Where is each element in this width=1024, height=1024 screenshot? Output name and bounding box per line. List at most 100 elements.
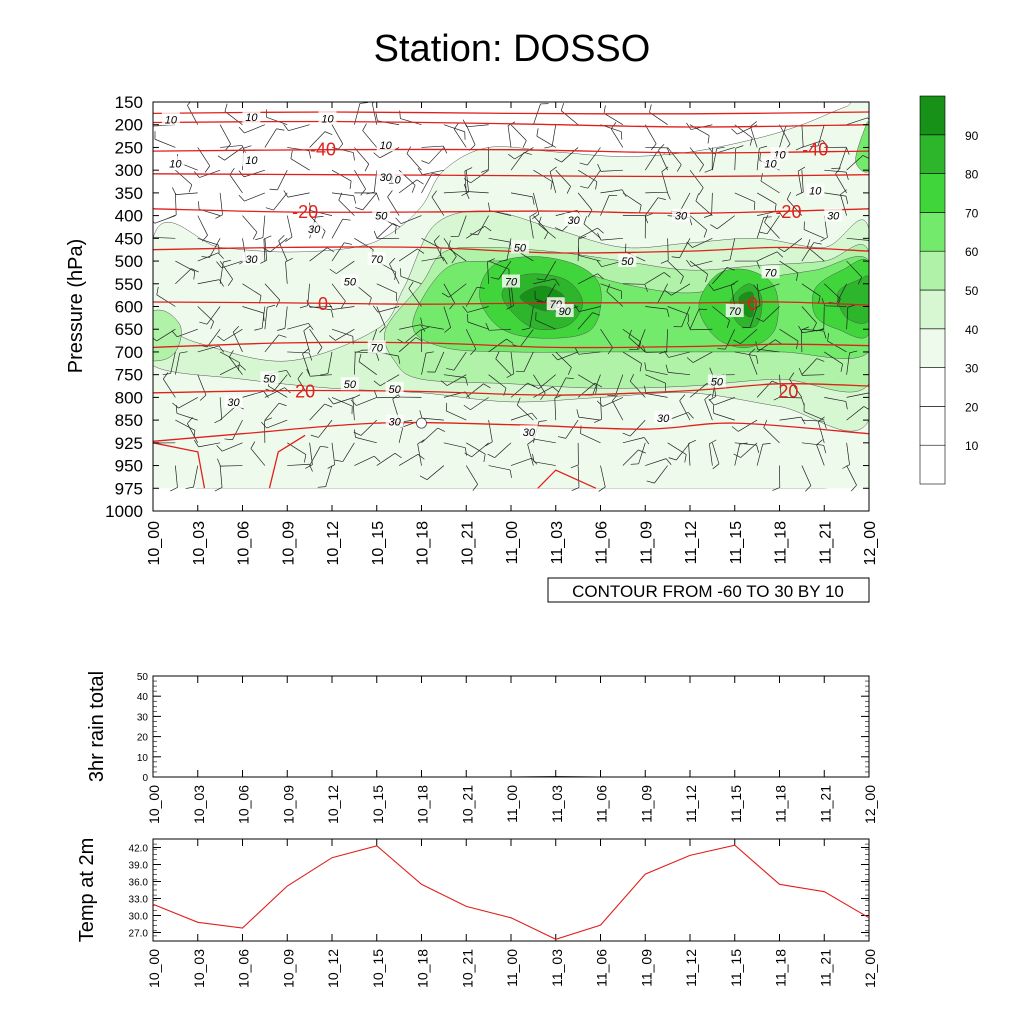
- wind-barb: [309, 329, 323, 348]
- wind-barb: [779, 374, 782, 397]
- wind-barb-flag: [219, 279, 224, 287]
- wind-barb: [336, 260, 355, 274]
- wind-barb-flag: [366, 191, 375, 195]
- y-tick-label: 200: [115, 116, 143, 135]
- wind-barb: [645, 306, 668, 310]
- wind-barb: [488, 260, 510, 270]
- wind-barb-flag: [352, 394, 361, 399]
- wind-barb: [170, 351, 176, 374]
- wind-barb-flag: [304, 454, 307, 463]
- wind-barb: [232, 419, 243, 440]
- wind-barb: [555, 377, 567, 398]
- wind-barb: [763, 427, 780, 444]
- wind-barb: [470, 169, 489, 184]
- wind-barb: [278, 240, 288, 262]
- wind-barb-flag: [646, 480, 655, 484]
- wind-barb: [333, 397, 355, 405]
- temp-contour-label: -40: [310, 140, 336, 160]
- wind-barb-flag: [421, 160, 430, 164]
- wind-barb-flag: [571, 487, 580, 492]
- wind-barb: [689, 147, 704, 165]
- wind-barb: [371, 103, 378, 125]
- wind-barb-flag: [795, 272, 799, 281]
- wind-barb-flag: [217, 252, 224, 259]
- wind-barb-flag: [179, 351, 188, 354]
- wind-barb: [667, 238, 669, 261]
- wind-barb: [587, 147, 601, 166]
- y-tick-label: 700: [115, 343, 143, 362]
- wind-barb-flag: [217, 335, 224, 342]
- wind-barb: [197, 238, 219, 246]
- wind-barb: [448, 247, 467, 262]
- wind-barb-flag: [676, 164, 682, 172]
- x-tick-label: 12_00: [862, 521, 879, 566]
- wind-barb: [421, 256, 444, 262]
- y-tick-label: 0: [142, 773, 148, 784]
- y-tick-label: 450: [115, 229, 143, 248]
- temp-contour-label: -20: [292, 202, 318, 222]
- wind-barb: [434, 351, 445, 373]
- wind-barb-flag: [191, 268, 199, 273]
- wind-barb-flag: [199, 394, 207, 401]
- wind-barb: [824, 169, 847, 173]
- wind-barb: [354, 169, 366, 190]
- x-tick-label: 10_12: [325, 949, 341, 988]
- wind-barb: [846, 465, 857, 486]
- y-tick-label: 27.0: [129, 929, 149, 940]
- wind-barb: [220, 145, 243, 148]
- wind-barb: [331, 124, 344, 145]
- wind-barb-flag: [255, 237, 264, 241]
- x-tick-label: 10_15: [370, 521, 387, 566]
- rh-contour-label: 30: [227, 397, 240, 409]
- wind-barb-flag: [532, 213, 539, 220]
- wind-barb: [244, 192, 266, 202]
- wind-barb-flag: [350, 399, 357, 406]
- wind-barb: [421, 417, 444, 421]
- wind-barb: [779, 397, 802, 399]
- temp-contour-2: [153, 148, 869, 154]
- wind-barb-flag: [340, 301, 346, 309]
- rh-label-bg: [161, 112, 180, 126]
- wind-barb: [712, 442, 720, 464]
- rh-contour-label: 30: [827, 211, 840, 223]
- wind-barb: [495, 358, 512, 375]
- wind-barb-flag: [398, 355, 401, 364]
- wind-barb-flag: [659, 350, 667, 355]
- y-tick-label: 36.0: [129, 878, 149, 889]
- wind-barb: [600, 237, 623, 241]
- wind-barb-flag: [171, 330, 178, 338]
- wind-barb-flag: [595, 385, 598, 394]
- wind-barb-flag: [668, 457, 677, 461]
- wind-barb: [827, 340, 847, 353]
- wind-barb: [176, 328, 198, 338]
- wind-barb-flag: [639, 204, 642, 213]
- wind-barb-flag: [216, 445, 223, 452]
- wind-barb: [222, 442, 243, 452]
- wind-barb-flag: [845, 196, 849, 204]
- wind-barb-flag: [373, 230, 378, 239]
- x-tick-label: 11_03: [549, 785, 565, 823]
- wind-barb: [175, 465, 178, 488]
- Temp-at-2m-series: [152, 844, 870, 940]
- wind-barb-flag: [389, 257, 396, 265]
- wind-barb: [779, 416, 802, 421]
- wind-barb: [331, 397, 353, 407]
- wind-barb: [193, 465, 199, 488]
- wind-barb: [331, 442, 336, 465]
- wind-barb: [846, 442, 850, 465]
- wind-barb: [534, 461, 556, 466]
- wind-barb: [331, 169, 352, 182]
- wind-barb: [600, 329, 613, 348]
- wind-barb: [242, 306, 264, 314]
- wind-barb: [538, 224, 556, 239]
- wind-barb-flag: [597, 163, 602, 172]
- wind-barb-flag: [598, 486, 606, 492]
- wind-barb: [740, 328, 758, 344]
- wind-barb-flag: [554, 278, 560, 286]
- rh-label-bg: [224, 394, 243, 408]
- wind-barb: [153, 237, 176, 239]
- wind-barb-flag: [376, 192, 380, 201]
- colorbar-label: 20: [965, 400, 979, 414]
- wind-barb-flag: [372, 102, 375, 104]
- rh-contour-label: 50: [711, 376, 724, 388]
